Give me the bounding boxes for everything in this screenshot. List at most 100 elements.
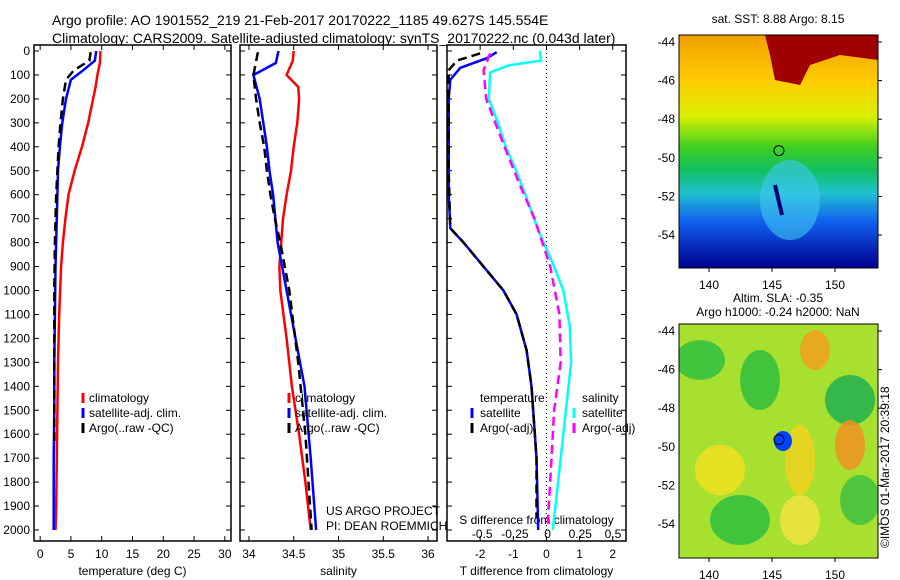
map-frame: [678, 34, 879, 269]
plot-frame: [33, 44, 232, 542]
x-tick-label: 2: [609, 547, 616, 561]
y-tick-label: 1600: [3, 427, 30, 441]
lon-tick-label: 140: [699, 568, 719, 580]
legend-label: satellite: [480, 406, 521, 420]
series-line-argo-raw-qc-: [53, 52, 92, 447]
y-tick-label: 1100: [4, 307, 30, 321]
map-title-2: Argo h1000: -0.24 h2000: NaN: [696, 305, 859, 319]
lat-tick-label: -54: [658, 517, 676, 531]
lon-tick-label: 150: [825, 568, 845, 580]
lat-tick-label: -48: [658, 112, 676, 126]
map-field: [679, 324, 878, 558]
argo-location-marker: [773, 145, 785, 157]
legend-title: salinity: [582, 391, 619, 405]
x-axis-label: T difference from climatology: [460, 564, 614, 578]
x-axis-label: salinity: [320, 564, 357, 578]
legend-label: satellite-adj. clim.: [295, 406, 387, 420]
series-line-argo-raw-qc-: [252, 51, 313, 531]
y-tick-label: 1500: [3, 403, 30, 417]
series-line-salinity-argo-adj-: [482, 52, 562, 526]
eddy: [774, 431, 792, 451]
legend-label: Argo(-adj): [480, 421, 533, 435]
x-tick-label: 30: [218, 547, 232, 561]
y-tick-label: 1800: [3, 475, 30, 489]
lon-tick-label: 145: [762, 568, 782, 580]
title-line-2: Climatology: CARS2009. Satellite-adjuste…: [52, 30, 616, 46]
y-tick-label: 2000: [3, 523, 30, 537]
x-tick-label: -1: [508, 547, 519, 561]
x-tick-label: 25: [187, 547, 201, 561]
series-line-climatology: [54, 50, 102, 531]
y-tick-label: 0: [23, 44, 30, 58]
y-tick-label: 100: [10, 68, 30, 82]
y-tick-label: 300: [10, 116, 30, 130]
lat-tick-label: -52: [658, 478, 676, 492]
x2-tick-label: -0.5: [472, 527, 493, 541]
lat-tick-label: -50: [658, 440, 676, 454]
lon-tick-label: 145: [762, 278, 782, 292]
x-tick-label: 34.5: [282, 547, 306, 561]
x2-tick-label: 0.5: [605, 527, 622, 541]
lon-tick-label: 150: [825, 278, 845, 292]
x2-tick-label: 0: [544, 527, 551, 541]
legend-label: Argo(-adj): [582, 421, 635, 435]
map-field: [679, 35, 878, 268]
legend-label: Argo(..raw -QC): [89, 421, 174, 435]
legend-label: satellite-adj. clim.: [89, 406, 181, 420]
x-tick-label: 35.5: [372, 547, 396, 561]
series-line-climatology: [278, 50, 312, 531]
x2-tick-label: 0.25: [569, 527, 593, 541]
legend-label: climatology: [295, 391, 355, 405]
series-line-satellite-adj-clim-: [251, 50, 318, 531]
series-line-temperature-argo-adj-: [447, 52, 538, 518]
lat-tick-label: -50: [658, 151, 676, 165]
x-tick-label: 36: [421, 547, 435, 561]
x-tick-label: 20: [157, 547, 171, 561]
y-tick-label: 1700: [3, 451, 30, 465]
series-line-salinity-satellite: [487, 50, 573, 531]
legend-label: satellite: [582, 406, 623, 420]
legend-label: Argo(..raw -QC): [295, 421, 380, 435]
profile-panel-1: 0 5 10 15 20 25 300100200300400500600700800900…: [3, 44, 232, 578]
lat-tick-label: -48: [658, 401, 676, 415]
lat-tick-label: -44: [658, 324, 676, 338]
sst-map: 140 145 150 -44 -46 -48 -50 -52 -54 sat. SST: 8.8…: [658, 12, 882, 292]
title-line-1: Argo profile: AO 1901552_219 21-Feb-2017…: [52, 12, 549, 28]
lat-tick-label: -54: [658, 228, 676, 242]
x-tick-label: 0: [37, 547, 44, 561]
x-tick-label: 15: [126, 547, 140, 561]
y-tick-label: 1900: [3, 499, 30, 513]
x-tick-label: -2: [475, 547, 486, 561]
x-tick-label: 10: [95, 547, 109, 561]
warm-region: [765, 35, 878, 85]
y-tick-label: 1200: [3, 331, 30, 345]
x2-tick-label: -0.25: [501, 527, 529, 541]
x-tick-label: 0: [543, 547, 550, 561]
map-title-1: Altim. SLA: -0.35: [733, 291, 823, 305]
pi-text: PI: DEAN ROEMMICH: [326, 519, 447, 533]
lon-tick-label: 140: [699, 278, 719, 292]
y-tick-label: 1400: [3, 379, 30, 393]
x-tick-label: 1: [576, 547, 583, 561]
lat-tick-label: -46: [658, 363, 676, 377]
y-tick-label: 900: [10, 260, 30, 274]
y-tick-label: 600: [10, 188, 30, 202]
y-tick-label: 700: [10, 212, 30, 226]
lat-tick-label: -52: [658, 189, 676, 203]
argo-location-marker: [773, 434, 785, 446]
plot-frame: [239, 44, 438, 542]
y-tick-label: 500: [10, 164, 30, 178]
map-title: sat. SST: 8.88 Argo: 8.15: [712, 12, 845, 26]
x-tick-label: 35: [332, 547, 346, 561]
x-axis-label: temperature (deg C): [78, 564, 186, 578]
x-tick-label: 34: [242, 547, 256, 561]
copyright-text: ©IMOS 01-Mar-2017 20:39:18: [878, 386, 892, 548]
legend-title: temperature: [480, 391, 545, 405]
x2-axis-label: S difference from climatology: [459, 513, 614, 527]
y-tick-label: 1300: [3, 355, 30, 369]
lat-tick-label: -46: [658, 74, 676, 88]
profile-panel-2: 34 34.5 35 35.5 36 salinity climatologysatelli…: [239, 44, 438, 578]
lat-tick-label: -44: [658, 35, 676, 49]
